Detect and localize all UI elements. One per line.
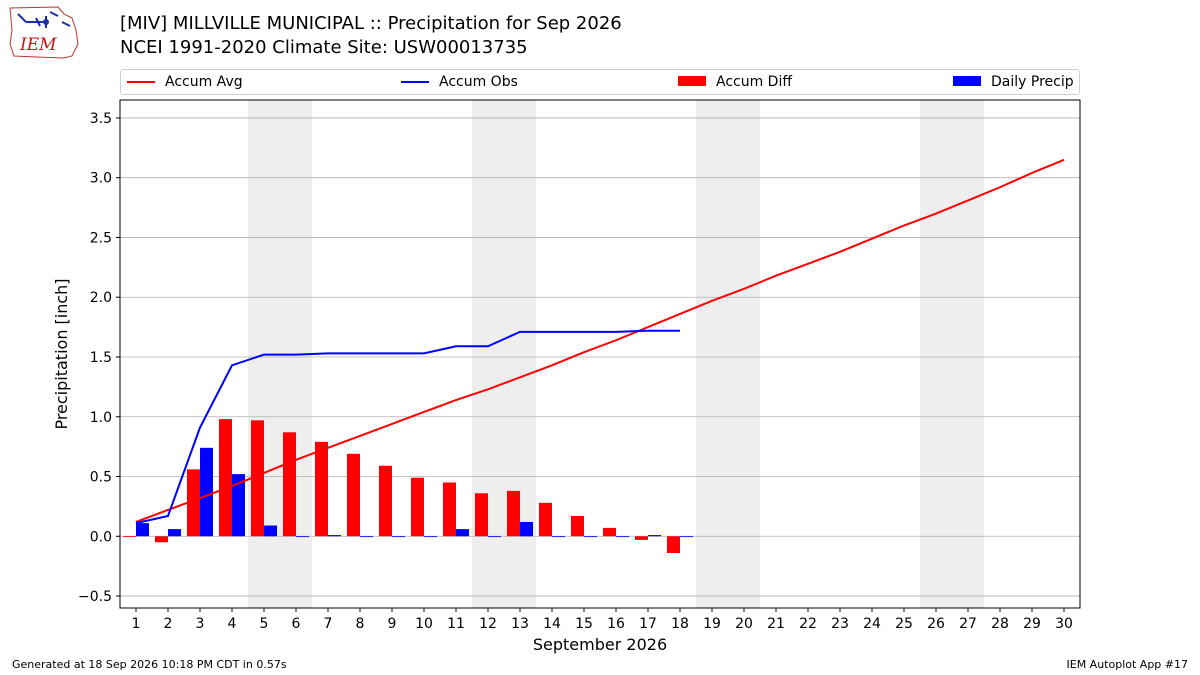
accum-diff-bar bbox=[187, 469, 200, 537]
accum-diff-bar bbox=[379, 465, 392, 537]
chart-legend: Accum Avg Accum Obs Accum Diff Daily Pre… bbox=[120, 69, 1080, 95]
daily-precip-bar bbox=[648, 535, 661, 537]
daily-precip-bar bbox=[680, 536, 693, 538]
chart-subtitle: NCEI 1991-2020 Climate Site: USW00013735 bbox=[120, 37, 528, 58]
accum-diff-bar bbox=[571, 515, 584, 537]
x-tick-label: 3 bbox=[196, 616, 205, 632]
legend-label: Accum Diff bbox=[716, 74, 793, 90]
accum-diff-bar bbox=[219, 419, 232, 537]
accum-diff-bar bbox=[315, 441, 328, 537]
x-tick-label: 6 bbox=[292, 616, 301, 632]
x-tick-label: 26 bbox=[927, 616, 945, 632]
accum-diff-bar bbox=[667, 536, 680, 554]
x-tick-label: 29 bbox=[1023, 616, 1041, 632]
y-tick-label: 2.5 bbox=[90, 230, 112, 246]
accum-diff-bar bbox=[123, 536, 136, 538]
y-tick-label: 2.0 bbox=[90, 290, 112, 306]
accum-diff-bar bbox=[347, 453, 360, 537]
daily-precip-bar bbox=[424, 536, 437, 538]
legend-label: Daily Precip bbox=[991, 74, 1074, 90]
x-tick-label: 30 bbox=[1055, 616, 1073, 632]
daily-precip-bar bbox=[488, 536, 501, 538]
legend-line-red-icon bbox=[127, 81, 155, 83]
x-tick-label: 1 bbox=[132, 616, 141, 632]
x-tick-label: 22 bbox=[799, 616, 817, 632]
x-tick-label: 21 bbox=[767, 616, 785, 632]
x-tick-label: 2 bbox=[164, 616, 173, 632]
legend-bar-red-icon bbox=[678, 76, 706, 86]
x-tick-label: 9 bbox=[388, 616, 397, 632]
y-tick-label: 3.5 bbox=[90, 111, 112, 127]
x-tick-label: 5 bbox=[260, 616, 269, 632]
legend-line-blue-icon bbox=[401, 81, 429, 83]
y-tick-label: −0.5 bbox=[78, 589, 112, 605]
accum-diff-bar bbox=[411, 477, 424, 537]
daily-precip-bar bbox=[296, 536, 309, 538]
x-tick-label: 17 bbox=[639, 616, 657, 632]
daily-precip-bar bbox=[232, 474, 245, 537]
x-axis-label: September 2026 bbox=[533, 635, 667, 654]
accum-diff-bar bbox=[155, 536, 168, 543]
y-tick-label: 1.5 bbox=[90, 350, 112, 366]
x-tick-label: 19 bbox=[703, 616, 721, 632]
x-tick-label: 28 bbox=[991, 616, 1009, 632]
x-tick-label: 27 bbox=[959, 616, 977, 632]
legend-label: Accum Obs bbox=[439, 74, 518, 90]
legend-label: Accum Avg bbox=[165, 74, 243, 90]
x-tick-label: 25 bbox=[895, 616, 913, 632]
plot-frame bbox=[119, 99, 1081, 609]
y-tick-label: 0.5 bbox=[90, 470, 112, 486]
accum-obs-line bbox=[135, 329, 680, 525]
daily-precip-bar bbox=[552, 536, 565, 538]
accum-diff-bar bbox=[635, 536, 648, 540]
daily-precip-bar bbox=[136, 523, 149, 537]
accum-diff-bar bbox=[251, 420, 264, 537]
weekend-shade bbox=[920, 100, 984, 608]
daily-precip-bar bbox=[200, 447, 213, 537]
generated-timestamp: Generated at 18 Sep 2026 10:18 PM CDT in… bbox=[12, 658, 287, 671]
accum-diff-bar bbox=[443, 482, 456, 537]
x-tick-label: 18 bbox=[671, 616, 689, 632]
daily-precip-bar bbox=[520, 521, 533, 537]
accum-diff-bar bbox=[507, 490, 520, 537]
weekend-shade bbox=[696, 100, 760, 608]
x-tick-label: 15 bbox=[575, 616, 593, 632]
accum-diff-bar bbox=[475, 493, 488, 537]
daily-precip-bar bbox=[328, 535, 341, 537]
daily-precip-bar bbox=[456, 529, 469, 537]
x-tick-label: 14 bbox=[543, 616, 561, 632]
accum-diff-bar bbox=[539, 502, 552, 537]
y-tick-label: 3.0 bbox=[90, 171, 112, 187]
y-tick-label: 1.0 bbox=[90, 410, 112, 426]
iem-logo-icon: IEM bbox=[9, 6, 79, 59]
svg-text:IEM: IEM bbox=[19, 35, 57, 55]
app-credit: IEM Autoplot App #17 bbox=[1066, 658, 1189, 671]
x-tick-label: 10 bbox=[415, 616, 433, 632]
x-tick-label: 20 bbox=[735, 616, 753, 632]
x-tick-label: 11 bbox=[447, 616, 465, 632]
accum-diff-bar bbox=[603, 527, 616, 537]
x-tick-label: 13 bbox=[511, 616, 529, 632]
daily-precip-bar bbox=[168, 529, 181, 537]
x-tick-label: 16 bbox=[607, 616, 625, 632]
x-tick-label: 4 bbox=[228, 616, 237, 632]
accum-avg-line bbox=[135, 158, 1065, 523]
daily-precip-bar bbox=[584, 536, 597, 538]
y-axis-label: Precipitation [inch] bbox=[52, 278, 71, 429]
x-tick-label: 24 bbox=[863, 616, 881, 632]
x-tick-label: 8 bbox=[356, 616, 365, 632]
daily-precip-bar bbox=[264, 525, 277, 537]
y-tick-label: 0.0 bbox=[90, 529, 112, 545]
daily-precip-bar bbox=[392, 536, 405, 538]
accum-diff-bar bbox=[283, 432, 296, 537]
legend-bar-blue-icon bbox=[953, 76, 981, 86]
x-tick-label: 7 bbox=[324, 616, 333, 632]
daily-precip-bar bbox=[360, 536, 373, 538]
daily-precip-bar bbox=[616, 536, 629, 538]
x-tick-label: 12 bbox=[479, 616, 497, 632]
x-tick-label: 23 bbox=[831, 616, 849, 632]
chart-title: [MIV] MILLVILLE MUNICIPAL :: Precipitati… bbox=[120, 13, 622, 34]
